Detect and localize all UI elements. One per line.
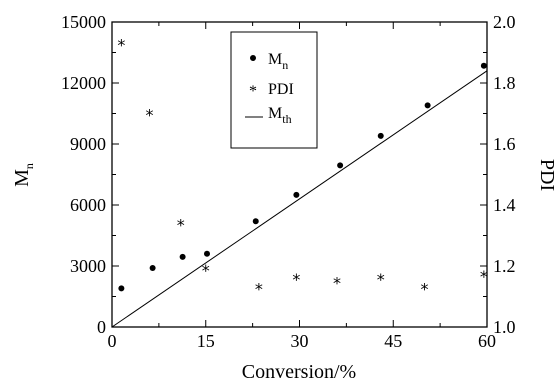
pdi-point: * xyxy=(202,261,210,280)
pdi-point: * xyxy=(146,106,154,125)
pdi-point: * xyxy=(177,215,185,234)
pdi-point: * xyxy=(421,279,429,298)
tick-labels: 0 15 30 45 60 0 3000 6000 9000 12000 15000 1.0 1.2 1.… xyxy=(61,12,516,351)
pdi-point: * xyxy=(117,35,125,54)
pdi-series-points: * * * * * * * * * * xyxy=(117,35,488,298)
pdi-point: * xyxy=(377,270,385,289)
mn-point xyxy=(252,218,259,225)
x-tick-label: 60 xyxy=(478,331,496,351)
mn-point xyxy=(204,250,210,257)
y-left-tick-label: 3000 xyxy=(70,256,106,276)
y-right-tick-label: 1.0 xyxy=(493,317,516,337)
y-left-axis-label-group: Mn xyxy=(11,163,36,187)
legend-mn-marker xyxy=(250,55,256,61)
x-tick-label: 15 xyxy=(197,331,215,351)
y-right-tick-label: 1.4 xyxy=(493,195,516,215)
y-left-tick-label: 0 xyxy=(97,317,106,337)
mn-point xyxy=(118,285,125,292)
legend: Mn * PDI Mth xyxy=(230,31,318,149)
legend-mth-label: Mth xyxy=(268,105,292,126)
pdi-point: * xyxy=(255,279,263,298)
y-right-tick-label: 1.6 xyxy=(493,134,516,154)
pdi-point: * xyxy=(292,270,300,289)
y-right-axis-label: PDI xyxy=(536,159,554,191)
y-right-tick-label: 1.2 xyxy=(493,256,516,276)
y-right-tick-label: 1.8 xyxy=(493,73,516,93)
mn-point xyxy=(424,102,431,109)
mn-point xyxy=(179,253,186,260)
pdi-point: * xyxy=(480,267,488,286)
y-right-tick-label: 2.0 xyxy=(493,12,516,32)
mth-series-line xyxy=(111,70,488,328)
legend-box xyxy=(230,31,318,149)
x-tick-label: 0 xyxy=(108,331,117,351)
y-left-tick-label: 12000 xyxy=(61,73,106,93)
y-right-axis-label-group: PDI xyxy=(536,159,554,191)
mn-point xyxy=(149,265,156,272)
y-left-tick-label: 15000 xyxy=(61,12,106,32)
mn-point xyxy=(480,62,487,69)
x-axis-label: Conversion/% xyxy=(242,361,356,383)
legend-pdi-marker: * xyxy=(249,83,257,100)
legend-mn-label: Mn xyxy=(268,51,288,72)
pdi-point: * xyxy=(333,273,341,292)
y-left-axis-label: Mn xyxy=(11,163,36,187)
mn-series-points xyxy=(118,62,487,292)
y-left-tick-label: 9000 xyxy=(70,134,106,154)
y-left-tick-label: 6000 xyxy=(70,195,106,215)
legend-pdi-label: PDI xyxy=(268,81,294,98)
x-tick-label: 30 xyxy=(291,331,309,351)
ticks xyxy=(111,21,488,328)
x-tick-label: 45 xyxy=(384,331,402,351)
mn-point xyxy=(337,162,344,169)
mn-point xyxy=(293,191,300,198)
mn-point xyxy=(377,132,384,139)
